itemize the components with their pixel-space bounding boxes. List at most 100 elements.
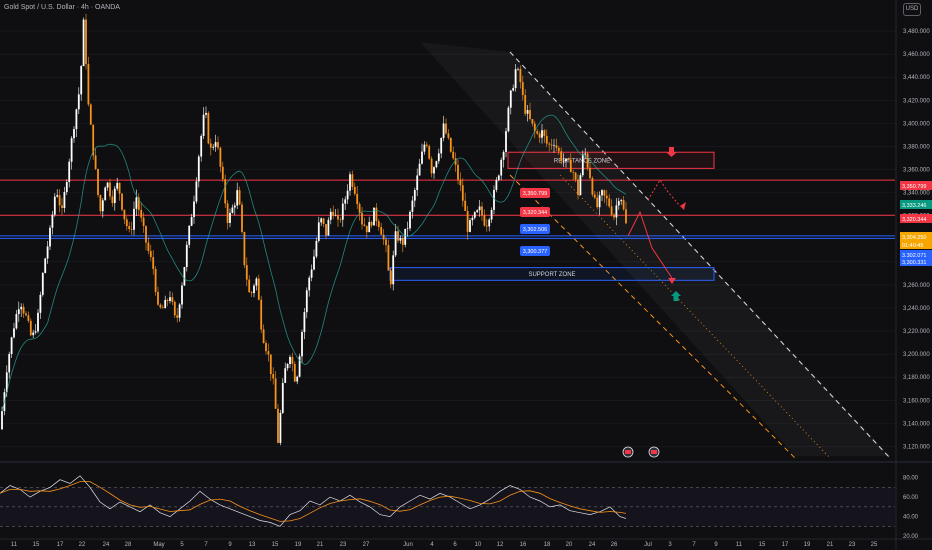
candle-body	[385, 239, 387, 246]
candle-body	[541, 130, 543, 138]
event-flag-icon[interactable]	[648, 446, 660, 458]
candle-body	[344, 199, 347, 204]
candle-body	[353, 186, 356, 194]
x-axis-tick: 26	[611, 542, 618, 548]
x-axis-tick: 25	[871, 542, 878, 548]
resistance-zone[interactable]	[507, 151, 715, 169]
x-axis-tick: 13	[249, 542, 256, 548]
currency-button[interactable]: USD	[903, 3, 921, 16]
channel-lower-line[interactable]	[509, 174, 796, 459]
candle-body	[406, 228, 409, 229]
event-flag-icon[interactable]	[622, 446, 634, 458]
candle-body	[617, 201, 620, 206]
candle-body	[373, 207, 375, 226]
candle-body	[543, 130, 546, 136]
candle-body	[291, 356, 294, 364]
candle-body	[533, 123, 536, 132]
candle-body	[389, 270, 392, 285]
x-axis-tick: Jul	[644, 542, 652, 548]
y-axis-tick: 3,120.000	[903, 444, 930, 450]
candle-body	[495, 179, 498, 190]
candle-body	[351, 174, 354, 187]
candle-body	[320, 218, 323, 223]
support-zone-label: SUPPORT ZONE	[528, 272, 575, 278]
candle-body	[428, 145, 431, 159]
candle-body	[404, 228, 407, 245]
bearish-projection[interactable]	[627, 210, 673, 279]
candle-body	[305, 290, 308, 313]
candle-body	[413, 190, 416, 201]
x-axis-tick: 21	[827, 542, 834, 548]
x-axis-tick: 11	[736, 542, 743, 548]
rsi-y-tick: 20.00	[903, 534, 919, 540]
candle-body	[483, 215, 486, 226]
axis-price-tag: 3,300.331	[900, 257, 932, 266]
x-axis-tick: 20	[566, 542, 573, 548]
candle-body	[226, 203, 229, 223]
candle-body	[176, 315, 179, 318]
x-axis-tick: 28	[125, 542, 132, 548]
candle-body	[77, 94, 80, 110]
candle-body	[346, 190, 349, 200]
candle-body	[584, 153, 587, 155]
candle-body	[577, 179, 579, 196]
axis-tag-text: 3,304.250	[902, 235, 926, 241]
candle-body	[401, 238, 404, 245]
candle-body	[116, 182, 119, 189]
candle-body	[272, 374, 275, 379]
level-price-label: 3,302.506	[520, 224, 550, 234]
candle-body	[459, 179, 462, 186]
candle-body	[20, 306, 23, 310]
candle-body	[164, 299, 167, 309]
x-axis-tick: 15	[33, 542, 40, 548]
rsi-line[interactable]	[0, 475, 627, 527]
candle-body	[221, 166, 224, 180]
candle-body	[521, 82, 524, 96]
candle-body	[557, 147, 560, 152]
channel-upper-line[interactable]	[509, 51, 891, 459]
candle-body	[603, 190, 606, 196]
candle-body	[301, 332, 303, 357]
candle-body	[118, 182, 121, 194]
candle-body	[620, 200, 623, 202]
candle-body	[625, 209, 627, 224]
candle-body	[109, 182, 111, 197]
candle-body	[200, 135, 203, 157]
candle-body	[63, 192, 66, 208]
candle-body	[149, 251, 152, 258]
candle-body	[73, 129, 75, 139]
candle-body	[363, 224, 366, 226]
candle-body	[440, 137, 443, 154]
candle-body	[253, 285, 255, 294]
candle-body	[598, 195, 601, 208]
x-axis-tick: 9	[714, 542, 718, 548]
candle-body	[269, 354, 272, 375]
candle-body	[106, 182, 109, 188]
level-label-bg	[520, 207, 550, 217]
y-axis-tick: 3,220.000	[903, 329, 930, 335]
x-axis-tick: 15	[272, 542, 279, 548]
candle-body	[5, 372, 8, 393]
x-axis-tick: 27	[363, 542, 370, 548]
candle-body	[476, 210, 479, 213]
x-axis-tick: 22	[79, 542, 86, 548]
candle-body	[243, 231, 246, 266]
axis-tag-text: 3,333.246	[902, 203, 926, 209]
level-label-text: 3,320.344	[523, 210, 547, 216]
symbol-title: Gold Spot / U.S. Dollar · 4h · OANDA	[4, 4, 120, 11]
candle-body	[308, 277, 311, 291]
candle-body	[512, 88, 515, 91]
candle-body	[159, 304, 162, 308]
candle-body	[608, 198, 611, 207]
x-axis-tick: 12	[497, 542, 504, 548]
y-axis-tick: 3,260.000	[903, 283, 930, 289]
candle-body	[82, 19, 85, 67]
candle-body	[548, 143, 551, 145]
candle-body	[433, 167, 435, 174]
candle-body	[209, 143, 212, 148]
candle-body	[375, 207, 378, 222]
candle-body	[322, 218, 325, 225]
candle-body	[445, 123, 447, 134]
candle-body	[231, 207, 234, 213]
